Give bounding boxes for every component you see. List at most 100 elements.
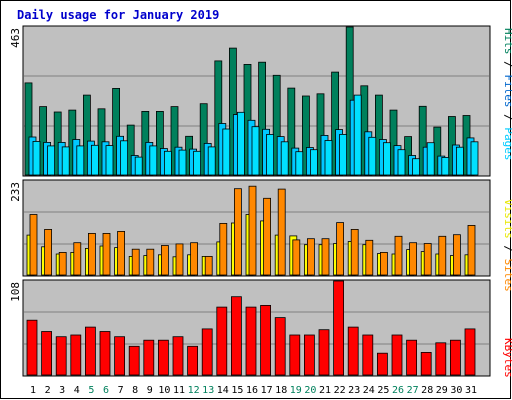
x-tick-label: 13 [202,385,214,396]
bar-kbytes [391,334,403,376]
x-tick-label: 2 [45,385,51,396]
bar-hits [418,105,427,176]
bar-pages [324,140,333,176]
bar-kbytes [216,306,228,376]
bar-sites [263,197,272,276]
legend-visits: Visits [502,199,512,239]
bar-sites [29,214,38,276]
x-tick-label: 20 [304,385,316,396]
bar-kbytes [464,328,476,376]
bar-kbytes [70,334,82,376]
x-tick-label: 1 [30,385,36,396]
x-tick-label: 25 [377,385,389,396]
x-tick-label: 15 [231,385,243,396]
bar-sites [233,188,242,276]
bar-pages [441,156,450,176]
bar-hits [39,106,47,176]
bar-sites [175,243,184,276]
bar-sites [350,228,359,276]
legend-files: Files [502,74,512,107]
bar-hits [199,103,208,176]
legend-hits: Hits [502,28,512,55]
bar-sites [58,251,67,276]
bar-kbytes [376,352,388,376]
bar-kbytes [55,336,67,376]
bar-hits [301,95,310,176]
ymax-visits-label: 233 [9,182,22,202]
x-tick-label: 6 [103,385,109,396]
bar-pages [91,144,99,176]
x-tick-label: 23 [348,385,360,396]
bar-sites [394,235,403,276]
bar-kbytes [230,296,242,376]
bar-sites [321,238,330,276]
x-tick-label: 24 [363,385,375,396]
bar-kbytes [128,345,140,376]
bar-pages [76,145,85,176]
bar-hits [331,71,340,176]
legend-sites: Sites [502,259,512,292]
bar-pages [163,150,172,176]
bar-hits [170,106,179,176]
ymax-hits-label: 463 [9,28,22,48]
bar-kbytes [245,306,257,376]
legend-visits-panel: Visits / Sites [502,199,512,292]
bar-kbytes [172,336,184,376]
bar-sites [160,245,169,276]
bar-pages [412,158,421,176]
bar-kbytes [41,331,52,376]
bar-kbytes [187,345,199,376]
bar-hits [316,93,325,176]
x-tick-label: 11 [173,385,185,396]
bar-pages [266,133,275,176]
bar-sites [44,228,52,276]
bar-hits [155,111,164,176]
x-tick-label: 8 [132,385,138,396]
legend-sep-1: / [502,61,512,68]
bar-sites [467,224,476,276]
bar-pages [105,145,114,176]
bar-pages [149,145,158,176]
bar-pages [251,126,260,176]
x-tick-label: 21 [319,385,331,396]
legend-kbytes-panel: KBytes [502,338,512,378]
bar-sites [452,234,461,276]
x-tick-label: 17 [261,385,273,396]
bar-kbytes [449,339,461,376]
bar-hits [374,94,383,176]
bar-pages [134,156,143,176]
x-tick-label: 26 [392,385,404,396]
legend-sep-3: / [502,245,512,252]
x-tick-label: 30 [450,385,462,396]
bar-sites [277,188,286,276]
x-tick-label: 12 [188,385,200,396]
bar-pages [207,146,216,176]
x-tick-label: 19 [290,385,302,396]
bar-pages [368,136,377,176]
legend-hits-panel: Hits / Files / Pages [502,28,512,161]
legend-sep-2: / [502,114,512,121]
bar-pages [470,141,479,176]
bar-sites [248,185,257,276]
x-tick-label: 22 [334,385,346,396]
bar-hits [112,88,120,176]
bar-sites [73,242,82,276]
bar-kbytes [274,317,286,376]
bar-kbytes [347,326,359,376]
bar-sites [379,251,388,276]
bar-kbytes [26,319,38,376]
bar-hits [24,82,33,176]
bar-pages [61,146,70,176]
bar-kbytes [435,342,447,376]
bar-sites [190,242,199,276]
bar-hits [287,87,296,176]
bar-kbytes [157,339,169,376]
bar-sites [146,248,155,276]
bar-kbytes [289,334,301,376]
bar-kbytes [99,331,111,376]
bar-pages [120,140,128,176]
bar-kbytes [201,328,213,376]
bar-sites [423,243,432,276]
bar-hits [258,61,267,176]
